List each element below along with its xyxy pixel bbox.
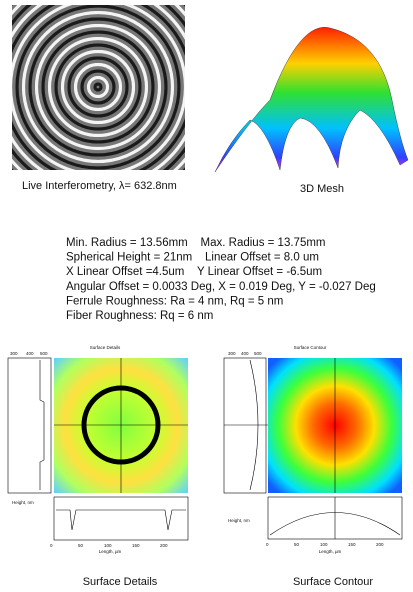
profile	[56, 510, 186, 530]
tick-label: 500	[254, 351, 262, 356]
measurement: Spherical Height = 21nm Linear Offset = …	[66, 252, 319, 264]
surface-contour-panel: Surface Contour 300 400 500 Height, nm 0…	[224, 345, 402, 554]
tick-label: 50	[294, 542, 300, 547]
tick-label: 200	[376, 542, 384, 547]
tick-label: 100	[320, 542, 328, 547]
caption: Live Interferometry, λ= 632.8nm	[22, 180, 177, 192]
axis-label: Height, nm	[228, 518, 250, 523]
surface-details-panel: Surface Details 300 400 500 Height, nm 0…	[8, 345, 188, 554]
tick-label: 0	[50, 543, 53, 548]
caption: Surface Details	[83, 576, 158, 588]
tick-label: 200	[160, 543, 168, 548]
caption: 3D Mesh	[300, 183, 344, 195]
side-plot	[8, 358, 51, 493]
tick-label: 500	[40, 351, 48, 356]
mesh-surface	[215, 27, 408, 172]
caption: Surface Contour	[293, 576, 373, 588]
tick-label: 0	[266, 542, 269, 547]
measurement: Ferrule Roughness: Ra = 4 nm, Rq = 5 nm	[66, 295, 283, 307]
plot-title: Surface Contour	[294, 345, 327, 350]
tick-label: 50	[78, 543, 84, 548]
measurement: Fiber Roughness: Rq = 6 nm	[66, 310, 213, 322]
tick-label: 100	[104, 543, 112, 548]
tick-label: 400	[241, 351, 249, 356]
tick-label: 150	[132, 543, 140, 548]
page: Live Interferometry, λ= 632.8nm 3D Mesh …	[0, 0, 413, 592]
tick-label: 300	[228, 351, 236, 356]
tick-label: 150	[348, 542, 356, 547]
axis-label: Length, µm	[99, 549, 122, 554]
axis-label: Length, µm	[319, 549, 342, 554]
profile	[40, 360, 44, 490]
measurement: X Linear Offset =4.5um Y Linear Offset =…	[66, 266, 322, 278]
tick-label: 400	[26, 351, 34, 356]
plot-title: Surface Details	[90, 345, 121, 350]
side-plot	[224, 358, 266, 493]
tick-label: 300	[10, 351, 18, 356]
measurement: Min. Radius = 13.56mm Max. Radius = 13.7…	[66, 237, 326, 249]
axis-label: Height, nm	[12, 500, 34, 505]
measurement: Angular Offset = 0.0033 Deg, X = 0.019 D…	[66, 281, 376, 293]
